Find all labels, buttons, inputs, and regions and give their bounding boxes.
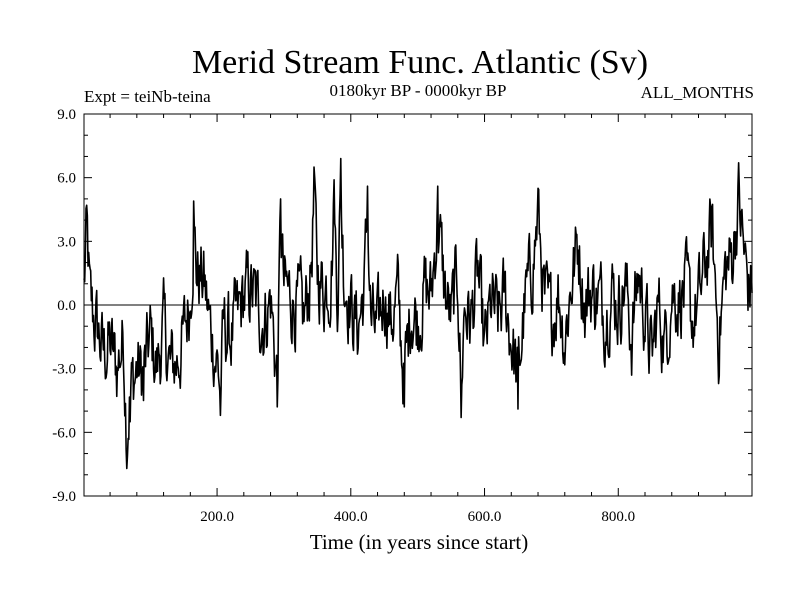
plot-area: -9.0 -6.0 -3.0 0.0 3.0 6.0 9.0 200.0 400.0 600.0 8… — [52, 107, 753, 525]
experiment-label: Expt = teiNb-teina — [84, 87, 211, 106]
y-tick-label: 9.0 — [57, 107, 76, 123]
y-tick-label: 3.0 — [57, 234, 76, 250]
time-range-label: 0180kyr BP - 0000kyr BP — [330, 81, 507, 100]
x-tick-label: 200.0 — [200, 509, 234, 525]
series-line — [83, 157, 753, 470]
y-tick-label: -3.0 — [52, 362, 76, 378]
months-label: ALL_MONTHS — [641, 83, 754, 102]
x-tick-label: 800.0 — [601, 509, 635, 525]
y-tick-label: -6.0 — [52, 425, 76, 441]
y-tick-label: 6.0 — [57, 171, 76, 187]
x-tick-label: 400.0 — [334, 509, 368, 525]
chart-title: Merid Stream Func. Atlantic (Sv) — [192, 44, 648, 81]
y-tick-label: 0.0 — [57, 298, 76, 314]
x-tick-label: 600.0 — [468, 509, 502, 525]
x-axis-label: Time (in years since start) — [310, 530, 529, 554]
y-tick-label: -9.0 — [52, 489, 76, 505]
